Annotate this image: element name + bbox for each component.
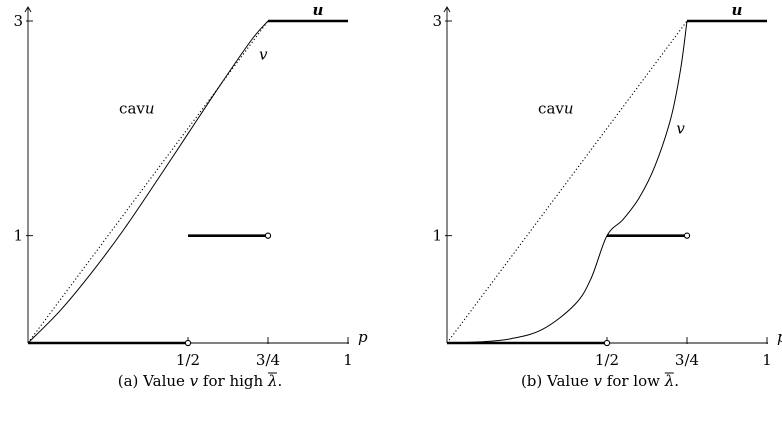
series-v-line — [27, 20, 269, 344]
series-u-label: u — [732, 1, 743, 19]
y-tick-label: 1 — [13, 227, 23, 245]
caption-suffix: . — [674, 372, 679, 390]
x-axis-label: p — [358, 328, 368, 346]
annotation-text: cav — [538, 99, 564, 117]
x-axis-label: p — [777, 328, 782, 346]
caption-lambda: λ — [664, 372, 675, 390]
open-point — [184, 339, 192, 347]
x-tick-label: 3/4 — [675, 351, 699, 369]
caption-middle: for high — [198, 372, 268, 390]
series-u-label: u — [313, 1, 324, 19]
x-tick-label: 1/2 — [176, 351, 200, 369]
x-tick-label: 3/4 — [256, 351, 280, 369]
open-point — [683, 232, 691, 239]
y-tick-label: 3 — [432, 12, 442, 30]
caption-lambda: λ — [267, 372, 278, 390]
annotation-text: cav — [119, 99, 145, 117]
open-point — [603, 339, 611, 347]
caption-suffix: . — [277, 372, 282, 390]
x-tick-label: 1/2 — [595, 351, 619, 369]
open-point — [264, 232, 272, 239]
caption-prefix: (b) Value — [521, 372, 594, 390]
y-tick-label: 1 — [432, 227, 442, 245]
label-v: v — [676, 120, 685, 138]
label-cavu: cavu — [538, 99, 574, 117]
annotation-var: u — [564, 99, 574, 117]
series-cavu-line — [446, 20, 688, 344]
x-tick-label: 1 — [762, 351, 772, 369]
y-axis-arrow — [443, 6, 451, 13]
annotation-var: v — [676, 120, 685, 138]
series-cavu-line — [27, 20, 269, 344]
y-tick-label: 3 — [13, 12, 23, 30]
label-v: v — [259, 46, 268, 64]
caption-prefix: (a) Value — [118, 372, 190, 390]
caption-var: v — [190, 372, 199, 390]
annotation-var: u — [145, 99, 155, 117]
x-tick-label: 1 — [343, 351, 353, 369]
series-v-line — [446, 20, 688, 344]
y-axis-arrow — [24, 6, 32, 13]
label-cavu: cavu — [119, 99, 155, 117]
caption-var: v — [594, 372, 603, 390]
chart-caption: (b) Value v for low λ. — [521, 372, 679, 390]
caption-middle: for low — [602, 372, 665, 390]
annotation-var: v — [259, 46, 268, 64]
chart-caption: (a) Value v for high λ. — [118, 372, 282, 390]
